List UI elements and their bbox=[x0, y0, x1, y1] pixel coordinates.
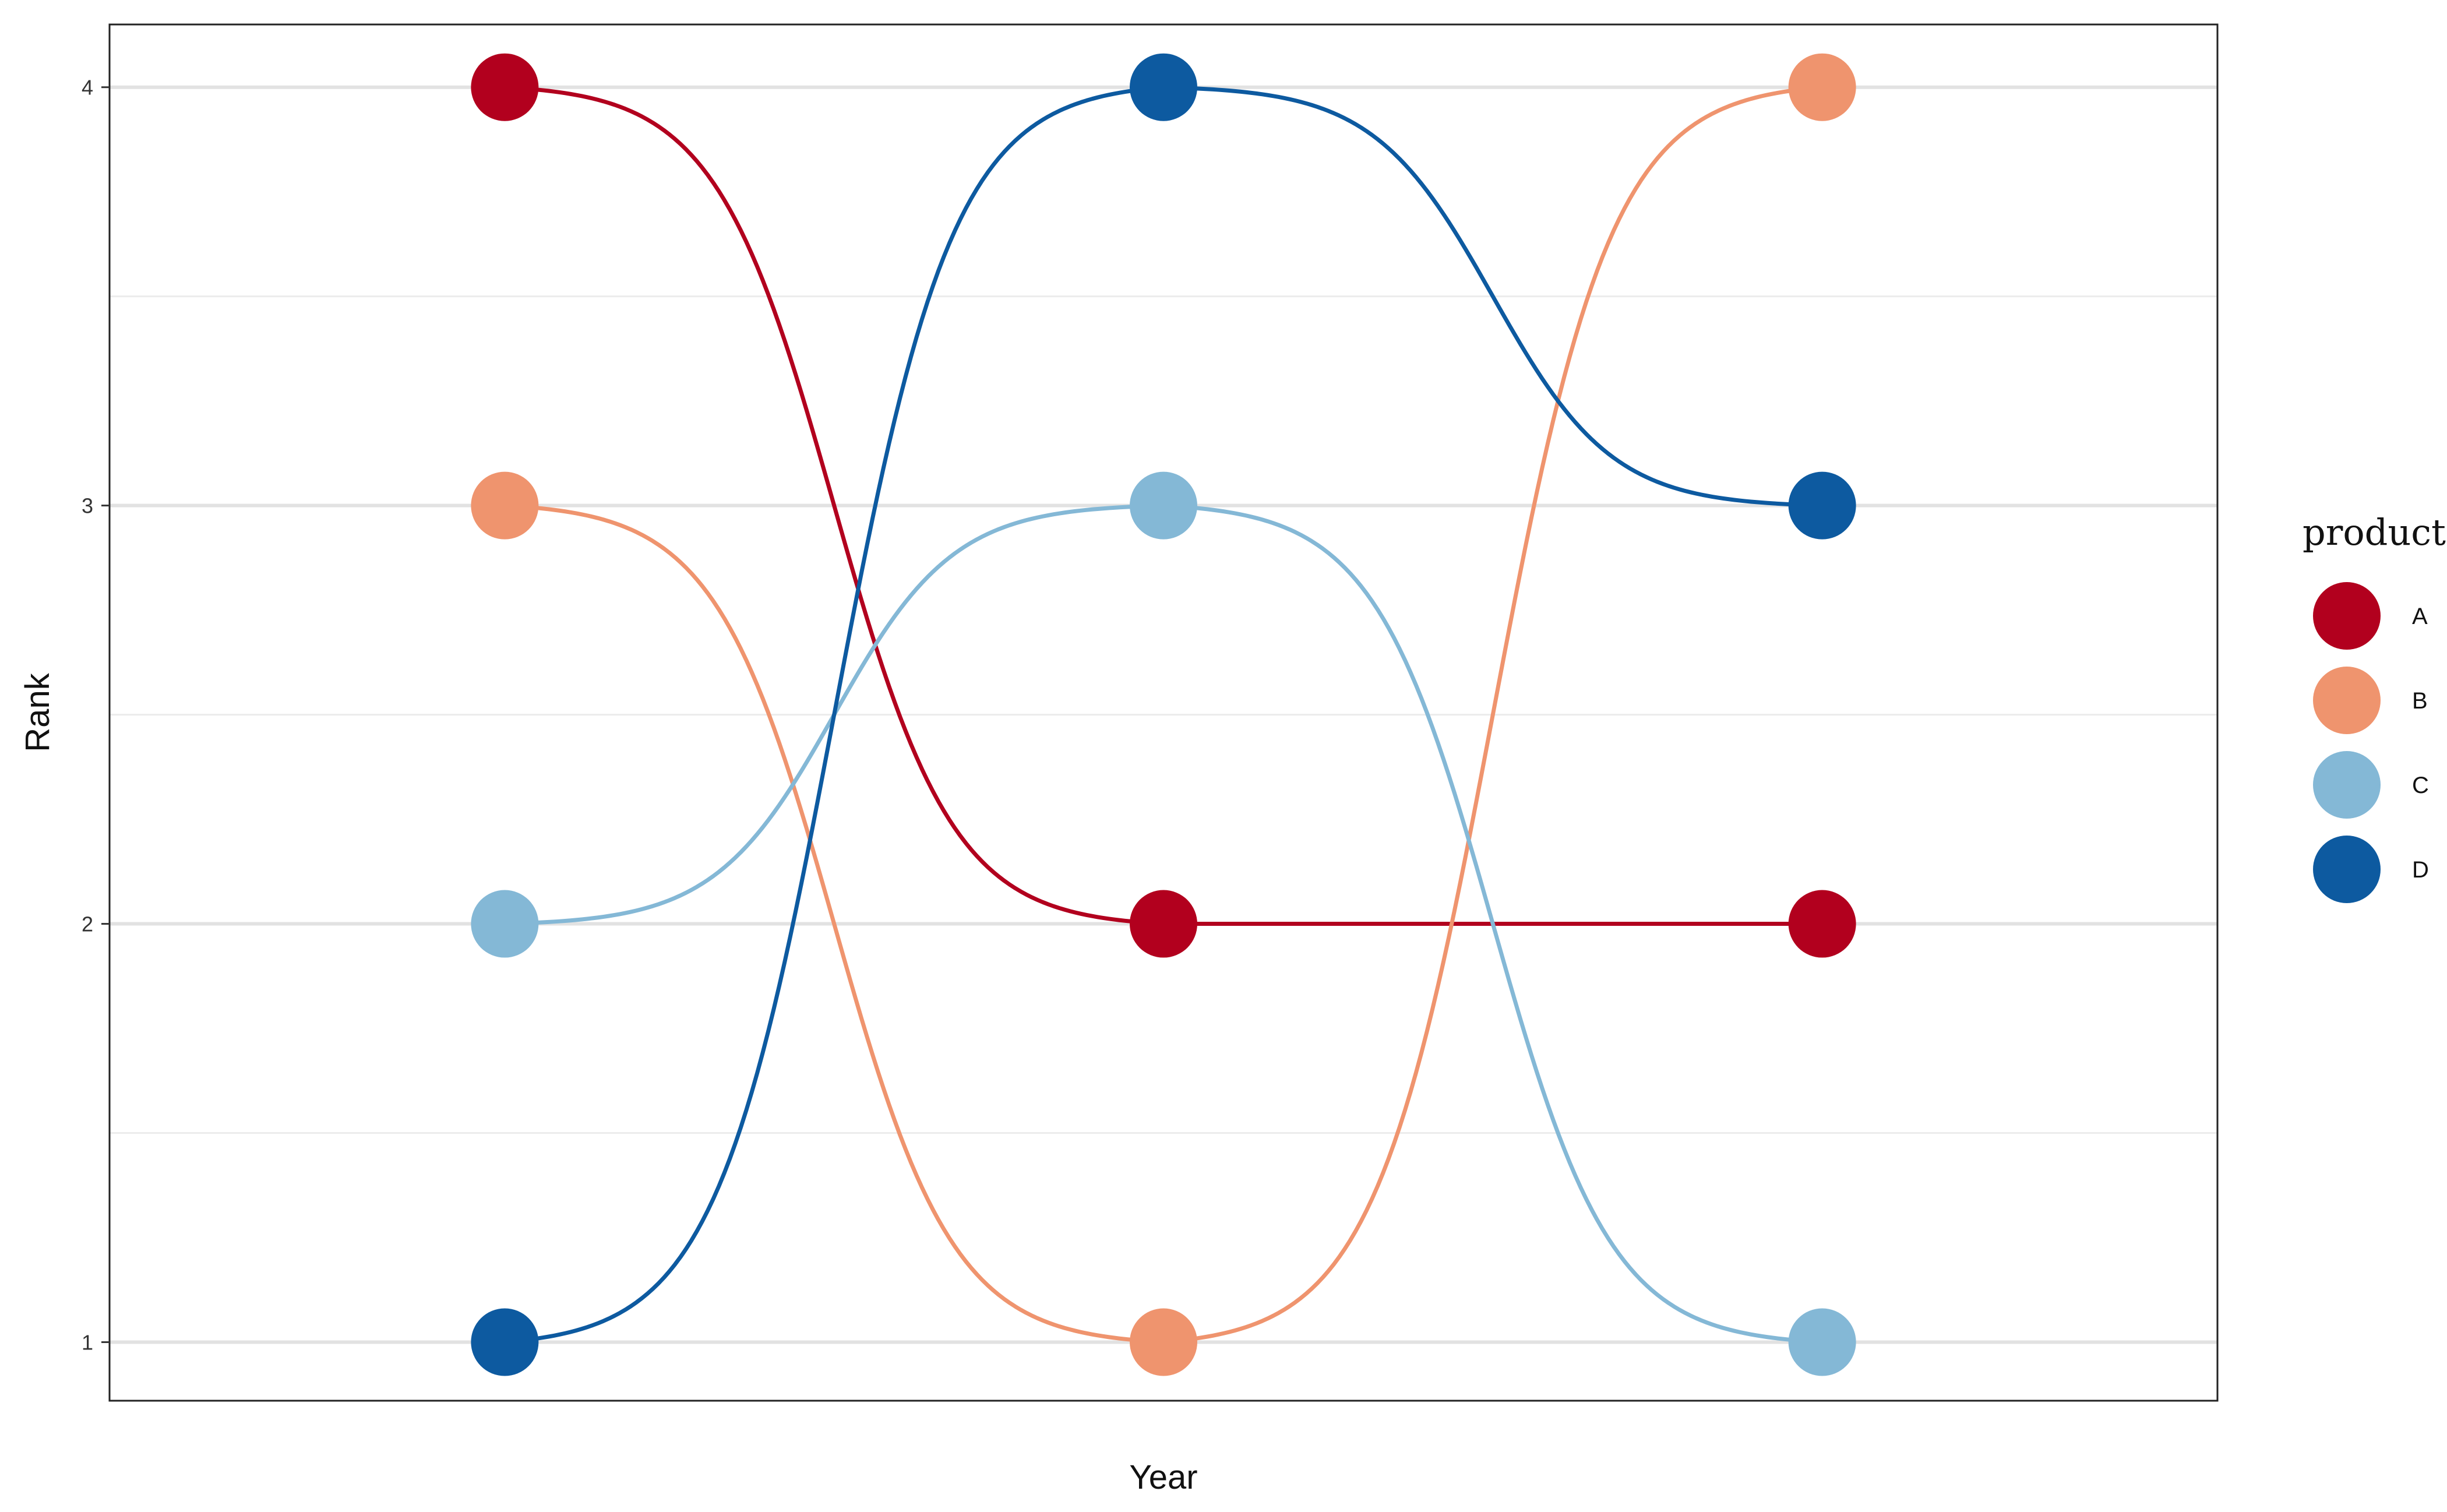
legend-items: A B C D bbox=[2313, 582, 2429, 903]
y-tick-label: 2 bbox=[82, 912, 93, 936]
legend-key-c bbox=[2313, 751, 2381, 819]
data-point-d bbox=[471, 1308, 539, 1376]
y-tick-label: 1 bbox=[82, 1330, 93, 1354]
data-point-d bbox=[1788, 471, 1856, 540]
legend-label-b: B bbox=[2412, 688, 2428, 714]
legend: product A B C D bbox=[2303, 511, 2446, 903]
data-point-a bbox=[1130, 890, 1197, 958]
x-axis-title: Year bbox=[1129, 1458, 1197, 1496]
data-point-b bbox=[471, 471, 539, 540]
data-point-c bbox=[1788, 1308, 1856, 1376]
data-point-c bbox=[1130, 471, 1197, 540]
y-axis: 1 2 3 4 bbox=[82, 76, 110, 1354]
legend-label-d: D bbox=[2412, 857, 2429, 883]
series-points bbox=[471, 53, 1856, 1376]
data-point-b bbox=[1788, 53, 1856, 121]
data-point-a bbox=[471, 53, 539, 121]
data-point-b bbox=[1130, 1308, 1197, 1376]
data-point-c bbox=[471, 890, 539, 958]
y-tick-label: 3 bbox=[82, 494, 93, 518]
legend-label-c: C bbox=[2412, 773, 2429, 798]
legend-label-a: A bbox=[2412, 604, 2428, 629]
y-tick-label: 4 bbox=[82, 76, 93, 100]
plot-panel-border bbox=[108, 23, 2219, 1402]
legend-key-d bbox=[2313, 836, 2381, 903]
legend-title: product bbox=[2303, 511, 2446, 554]
legend-key-b bbox=[2313, 667, 2381, 734]
data-point-d bbox=[1130, 53, 1197, 121]
y-axis-title: Rank bbox=[19, 672, 57, 752]
data-point-a bbox=[1788, 890, 1856, 958]
legend-key-a bbox=[2313, 582, 2381, 650]
